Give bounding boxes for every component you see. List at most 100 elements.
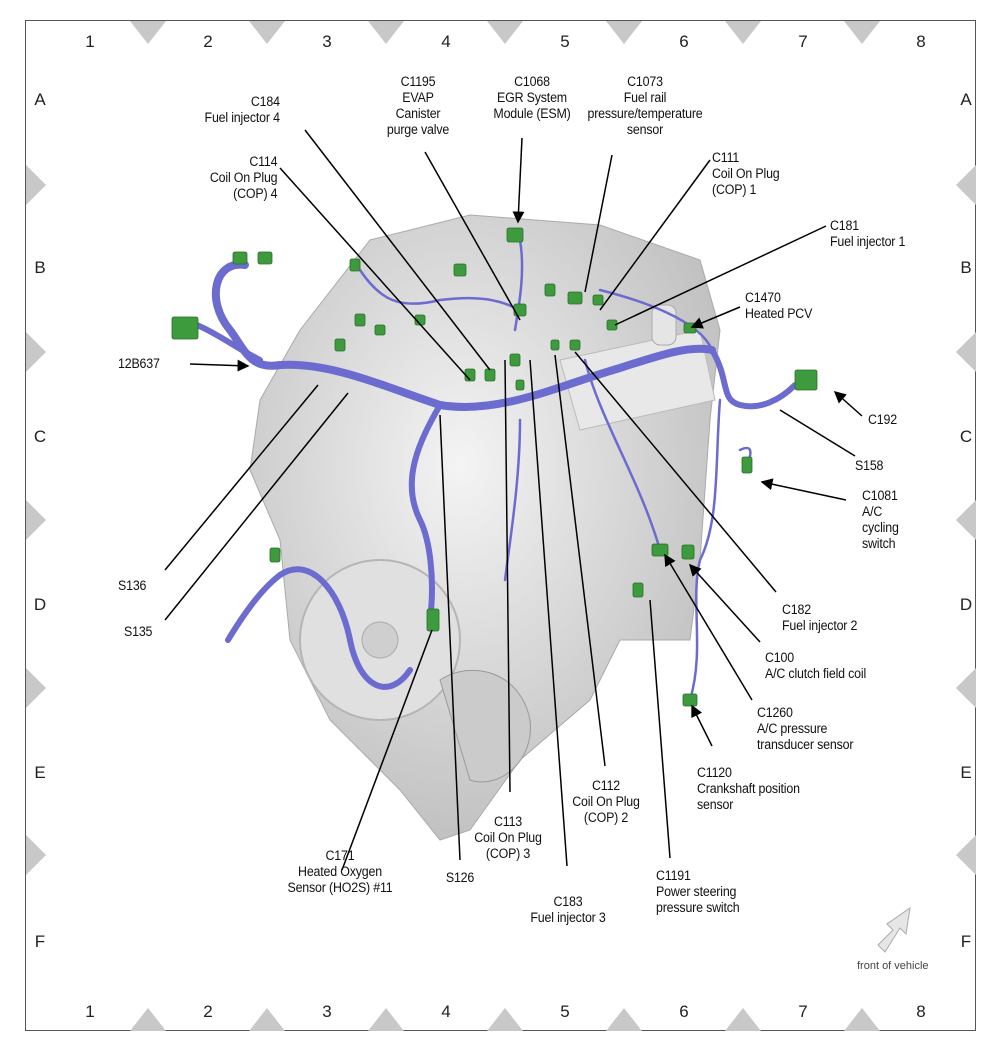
wiring-harness (408, 402, 443, 623)
callout-description: pressure switch (656, 900, 740, 915)
connector (509, 353, 521, 367)
wiring-harness (225, 572, 283, 643)
callout-description: Module (ESM) (493, 106, 571, 121)
bottom-grid-marker (606, 1008, 642, 1031)
callout-s136: S136 (118, 578, 146, 594)
connector (426, 608, 440, 632)
callout-description: Fuel injector 4 (204, 110, 280, 125)
callout-description: A/C (862, 504, 883, 519)
callout-description: EVAP (402, 90, 434, 105)
callout-connector-id: C171 (325, 848, 355, 863)
callout-description: EGR System (497, 90, 567, 105)
bottom-grid-marker (844, 1008, 880, 1031)
callout-connector-id: C192 (868, 412, 897, 427)
callout-description: Crankshaft position (697, 781, 800, 796)
callout-description: transducer sensor (757, 737, 854, 752)
bottom-column-2: 2 (203, 1002, 213, 1021)
callout-connector-id: C111 (712, 150, 740, 165)
leader-line-c1081 (760, 478, 847, 501)
top-grid-marker (487, 21, 523, 44)
leader-line-c1260 (664, 553, 753, 701)
callout-description: switch (862, 536, 896, 551)
callout-c111: C111 Coil On Plug (COP) 1 (712, 150, 780, 198)
leader-line-s126 (439, 414, 461, 861)
bottom-column-7: 7 (798, 1002, 808, 1021)
left-grid-marker (26, 332, 46, 372)
callout-connector-id: S135 (124, 624, 153, 639)
leader-line-s136 (164, 384, 319, 571)
callout-description: sensor (697, 797, 734, 812)
top-column-5: 5 (560, 32, 570, 51)
leader-line-c1073 (584, 154, 613, 293)
wiring-harness (583, 358, 662, 552)
top-grid-marker (606, 21, 642, 44)
starter-motor (439, 669, 531, 783)
right-row-F: F (960, 932, 972, 951)
leader-line-c1191 (649, 599, 671, 859)
connector (374, 324, 386, 336)
wiring-harness (709, 347, 798, 410)
top-column-6: 6 (679, 32, 689, 51)
callout-c182: C182 Fuel injector 2 (782, 602, 857, 634)
connector (171, 316, 199, 340)
left-grid-marker (26, 500, 46, 540)
bottom-column-6: 6 (679, 1002, 689, 1021)
callout-description: Coil On Plug (712, 166, 780, 181)
left-row-C: C (33, 427, 47, 446)
left-grid-marker (26, 668, 46, 708)
connector (606, 319, 618, 331)
callout-connector-id: C183 (553, 894, 583, 909)
left-row-B: B (34, 258, 46, 277)
right-grid-marker (956, 835, 976, 875)
bottom-column-1: 1 (85, 1002, 95, 1021)
right-row-D: D (959, 595, 973, 614)
left-grid-marker (26, 165, 46, 205)
right-row-B: B (960, 258, 972, 277)
connector (651, 543, 669, 557)
top-column-4: 4 (441, 32, 451, 51)
top-grid-marker (844, 21, 880, 44)
callout-connector-id: C1195 (400, 74, 436, 89)
top-column-1: 1 (85, 32, 95, 51)
top-column-7: 7 (798, 32, 808, 51)
connector (567, 291, 583, 305)
callout-connector-id: C113 (493, 814, 523, 829)
connector (741, 456, 753, 474)
bottom-grid-marker (368, 1008, 404, 1031)
connector (681, 544, 695, 560)
connector (794, 369, 818, 391)
right-grid-marker (956, 332, 976, 372)
callout-description: Fuel injector 3 (530, 910, 606, 925)
connector (349, 258, 361, 272)
callout-description: pressure/temperature (587, 106, 703, 121)
callout-connector-id: C100 (765, 650, 794, 665)
right-row-C: C (959, 427, 973, 446)
leader-line-c1120 (691, 704, 713, 747)
callout-connector-id: C1120 (697, 765, 732, 780)
callout-description: Fuel injector 1 (830, 234, 906, 249)
front-of-vehicle-label: front of vehicle (857, 960, 929, 972)
callout-c100: C100 A/C clutch field coil (765, 650, 866, 682)
flywheel-hub (361, 621, 399, 659)
leader-line-c183 (529, 359, 568, 867)
connector (453, 263, 467, 277)
left-row-A: A (34, 90, 46, 109)
callout-connector-id: C1081 (862, 488, 898, 503)
leader-line-c113 (504, 359, 511, 793)
leader-line-c112 (554, 354, 606, 767)
callout-s158: S158 (855, 458, 883, 474)
callout-description: Canister (395, 106, 441, 121)
callout-description: Heated PCV (745, 306, 813, 321)
callout-connector-id: C181 (830, 218, 859, 233)
top-column-8: 8 (916, 32, 926, 51)
callout-c112: C112 Coil On Plug (COP) 2 (572, 778, 640, 826)
leader-line-12b637 (189, 359, 250, 372)
callout-description: sensor (626, 122, 664, 137)
leader-line-c171 (341, 629, 433, 871)
leader-line-c1470 (690, 306, 741, 329)
leader-line-c1068 (512, 137, 525, 224)
wiring-harness (513, 238, 524, 332)
connector (515, 379, 525, 391)
callout-connector-id: C1073 (627, 74, 663, 89)
